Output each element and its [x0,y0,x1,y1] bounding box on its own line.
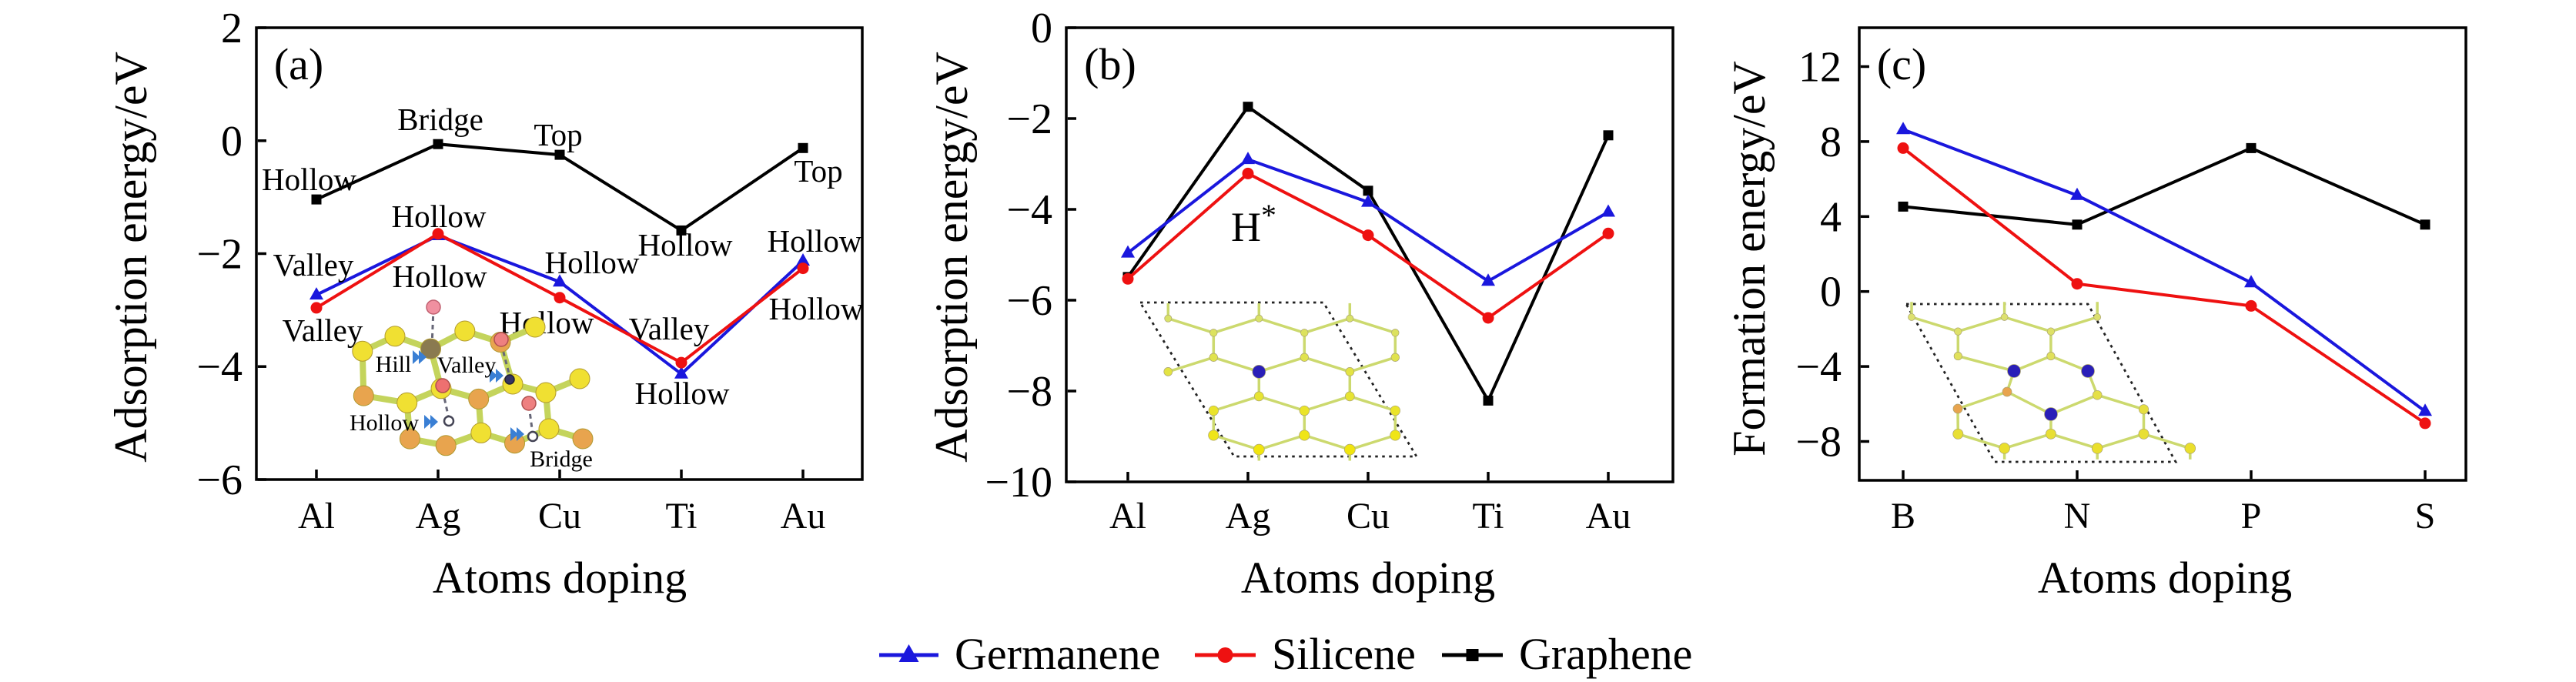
svg-text:4: 4 [1820,193,1842,241]
svg-text:Au: Au [781,496,826,537]
svg-text:(b): (b) [1084,39,1136,89]
svg-text:(c): (c) [1877,39,1926,89]
svg-text:Atoms doping: Atoms doping [1241,553,1495,603]
svg-text:Graphene: Graphene [1519,629,1692,679]
svg-text:Ti: Ti [666,496,698,537]
svg-text:0: 0 [1031,5,1052,52]
svg-text:Adsorption energy/eV: Adsorption energy/eV [105,52,156,463]
svg-text:−4: −4 [196,343,243,391]
svg-text:Formation energy/eV: Formation energy/eV [1724,61,1775,456]
svg-text:−6: −6 [1006,277,1052,325]
svg-text:Atoms doping: Atoms doping [433,553,687,603]
svg-text:8: 8 [1820,119,1842,166]
svg-text:−8: −8 [1006,368,1052,416]
svg-text:P: P [2241,496,2262,537]
svg-text:Al: Al [1109,496,1146,537]
svg-text:Hollow: Hollow [392,199,487,234]
svg-text:Atoms doping: Atoms doping [2038,553,2292,603]
svg-text:Hollow: Hollow [638,227,733,262]
svg-text:Valley: Valley [629,311,710,346]
svg-text:−4: −4 [1006,186,1052,234]
svg-text:2: 2 [221,5,243,52]
svg-text:12: 12 [1798,44,1842,92]
svg-text:Top: Top [534,117,582,152]
svg-text:Valley: Valley [283,313,363,348]
svg-text:Al: Al [298,496,335,537]
svg-text:−2: −2 [1006,95,1052,143]
svg-text:−8: −8 [1795,419,1842,466]
svg-text:Bridge: Bridge [397,102,483,137]
svg-text:Hollow: Hollow [262,162,356,197]
svg-text:Valley: Valley [273,247,354,282]
svg-text:−2: −2 [196,231,243,279]
svg-text:S: S [2415,496,2436,537]
svg-text:Hollow: Hollow [768,223,862,259]
svg-text:N: N [2064,496,2091,537]
svg-text:B: B [1891,496,1915,537]
svg-text:(a): (a) [274,39,323,89]
svg-text:Valley: Valley [437,353,497,378]
svg-text:Ag: Ag [416,496,461,537]
svg-text:Hollow: Hollow [545,245,640,280]
svg-text:Hollow: Hollow [769,291,864,326]
svg-text:−6: −6 [196,456,243,504]
svg-text:Cu: Cu [538,496,581,537]
svg-text:−4: −4 [1795,343,1842,391]
svg-text:Top: Top [794,153,842,189]
svg-text:0: 0 [221,118,243,165]
svg-text:−10: −10 [985,459,1052,506]
svg-text:Cu: Cu [1347,496,1390,537]
svg-text:Au: Au [1586,496,1631,537]
svg-text:Hollow: Hollow [635,376,730,411]
svg-text:0: 0 [1820,269,1842,316]
svg-text:Silicene: Silicene [1272,629,1416,679]
svg-text:Germanene: Germanene [955,629,1160,679]
svg-text:Hill: Hill [376,352,412,377]
svg-text:Hollow: Hollow [393,259,487,294]
svg-text:Bridge: Bridge [530,446,593,472]
svg-text:Ag: Ag [1226,496,1271,537]
svg-text:Hollow: Hollow [350,410,419,436]
svg-text:Ti: Ti [1473,496,1504,537]
svg-text:Adsorption energy/eV: Adsorption energy/eV [926,52,977,463]
